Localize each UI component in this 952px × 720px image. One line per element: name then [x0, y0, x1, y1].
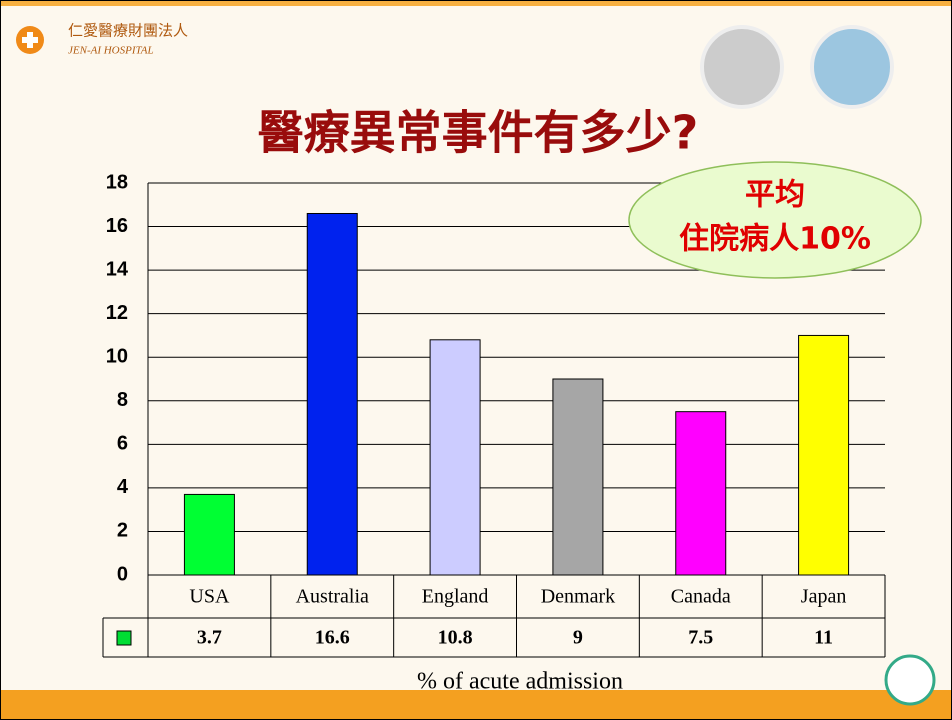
data-label: 10.8: [438, 627, 473, 649]
safety-logo: [884, 654, 936, 706]
y-tick-label: 2: [117, 520, 128, 542]
data-label: 7.5: [688, 627, 713, 649]
bar: [183, 493, 235, 576]
chart-title: 醫療異常事件有多少?: [258, 106, 699, 160]
bar: [552, 378, 604, 576]
x-tick-label: Australia: [296, 586, 369, 608]
x-tick-label: England: [422, 586, 489, 608]
y-tick-label: 16: [106, 215, 128, 237]
bar: [429, 339, 481, 576]
hospital-photo: [700, 25, 784, 109]
x-tick-label: USA: [189, 586, 230, 608]
annotation-bubble: [628, 161, 922, 279]
y-tick-label: 8: [117, 389, 128, 411]
annotation: 住院病人10%: [679, 222, 871, 257]
y-tick-label: 10: [106, 346, 128, 368]
data-label: 11: [814, 627, 833, 649]
hospital-photo: [810, 25, 894, 109]
x-tick-label: Japan: [801, 586, 847, 608]
org-name: 仁愛醫療財團法人: [68, 22, 188, 40]
x-tick-label: Denmark: [541, 586, 615, 608]
y-tick-label: 14: [106, 258, 129, 280]
y-tick-label: 0: [117, 563, 128, 585]
y-tick-label: 4: [117, 476, 129, 498]
data-label: 3.7: [197, 627, 222, 649]
y-tick-label: 18: [106, 171, 128, 193]
annotation: 平均: [745, 178, 805, 213]
y-tick-label: 6: [117, 433, 128, 455]
bar: [675, 411, 727, 576]
bar: [798, 334, 850, 576]
bar: [306, 212, 358, 576]
data-label: 16.6: [315, 627, 350, 649]
x-axis-label: % of acute admission: [417, 669, 623, 695]
data-label: 9: [573, 627, 583, 649]
top-band: [0, 0, 952, 6]
logo-cross: [27, 32, 33, 48]
y-tick-label: 12: [106, 302, 128, 324]
org-name-en: JEN-AI HOSPITAL: [68, 45, 154, 57]
legend-key: [116, 630, 132, 646]
x-tick-label: Canada: [671, 586, 731, 608]
bottom-band: [0, 690, 952, 720]
